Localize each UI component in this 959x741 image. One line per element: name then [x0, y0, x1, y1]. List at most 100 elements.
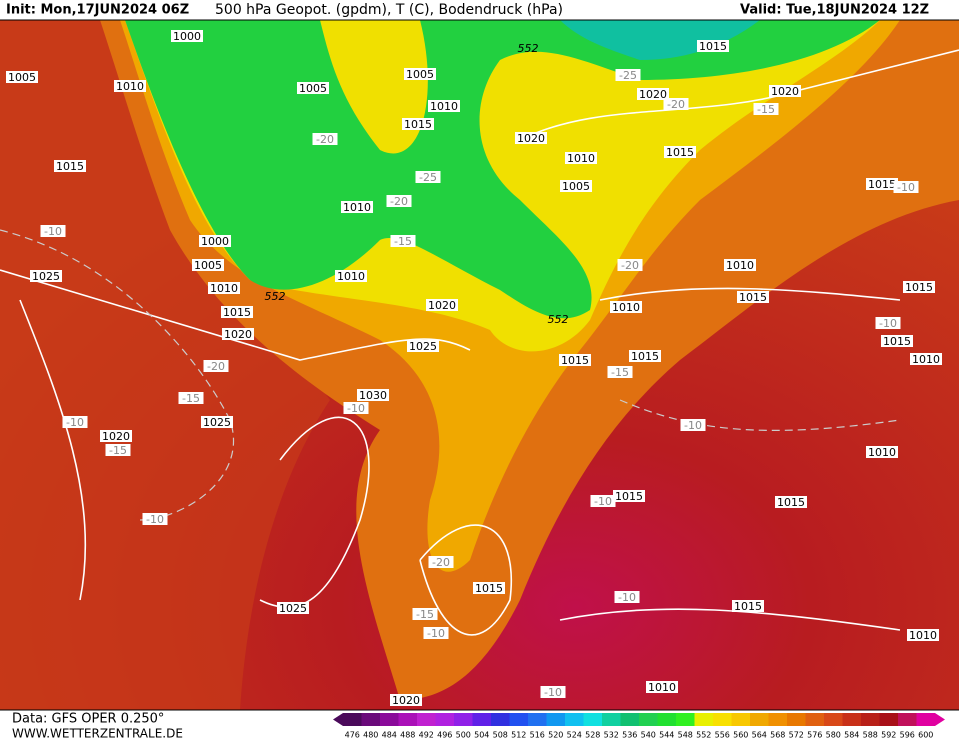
scale-swatch — [491, 713, 510, 726]
scale-label: 552 — [696, 731, 711, 740]
isobar-label-box — [775, 496, 807, 508]
isobar-label: 1005 — [562, 180, 590, 193]
isotherm-label-box — [753, 103, 779, 115]
chart-title: 500 hPa Geopot. (gpdm), T (C), Bodendruc… — [215, 2, 563, 18]
scale-swatch — [472, 713, 491, 726]
isotherm-label-box — [415, 171, 441, 183]
isobar-label: 1015 — [666, 146, 694, 159]
isobar-label-box — [559, 354, 591, 366]
isobar-label-box — [221, 306, 253, 318]
scale-swatch — [824, 713, 843, 726]
isobar-label: 1015 — [561, 354, 589, 367]
scale-label: 480 — [363, 731, 378, 740]
isobar-label-box — [560, 180, 592, 192]
cyan-area — [560, 20, 760, 60]
isotherm-label-box — [105, 444, 131, 456]
isotherm-label: -10 — [427, 627, 445, 640]
scale-label: 584 — [844, 731, 859, 740]
isotherm-label: -10 — [146, 513, 164, 526]
scale-label: 568 — [770, 731, 785, 740]
isotherm-label-box — [412, 608, 438, 620]
isobar-label-box — [737, 291, 769, 303]
scale-label: 532 — [604, 731, 619, 740]
isotherm-label: -10 — [879, 317, 897, 330]
scale-arrow-left — [333, 713, 343, 726]
scale-swatch — [750, 713, 769, 726]
isotherm-label-box — [142, 513, 168, 525]
scale-label: 548 — [678, 731, 693, 740]
isotherm-label: -15 — [182, 392, 200, 405]
scale-swatch — [620, 713, 639, 726]
scale-swatch — [546, 713, 565, 726]
isotherm-label: -25 — [419, 171, 437, 184]
isobar-label-box — [428, 100, 460, 112]
scale-label: 536 — [622, 731, 637, 740]
scale-label: 504 — [474, 731, 489, 740]
isobar-label-box — [910, 353, 942, 365]
isobar-label-box — [201, 416, 233, 428]
isotherm-label-box — [178, 392, 204, 404]
isobar-label: 1020 — [639, 88, 667, 101]
isobar-label: 1020 — [517, 132, 545, 145]
isobar-label: 1010 — [430, 100, 458, 113]
isobar-label-box — [407, 340, 439, 352]
scale-label: 596 — [900, 731, 915, 740]
isobar-label-box — [222, 328, 254, 340]
isotherm-label: -20 — [390, 195, 408, 208]
geopotential-label: 552 — [518, 42, 539, 55]
scale-swatch — [805, 713, 824, 726]
scale-label: 508 — [493, 731, 508, 740]
isobar-label: 1015 — [868, 178, 896, 191]
scale-swatch — [380, 713, 399, 726]
isobar-label-box — [335, 270, 367, 282]
isotherm-label: -20 — [432, 556, 450, 569]
isobar-label: 1015 — [734, 600, 762, 613]
isobar-label: 1015 — [475, 582, 503, 595]
scale-swatch — [565, 713, 584, 726]
scale-swatch — [842, 713, 861, 726]
isobar-label: 1010 — [648, 681, 676, 694]
isobar-label-box — [277, 602, 309, 614]
isobar-label-box — [664, 146, 696, 158]
isotherm-label-box — [615, 69, 641, 81]
isotherm-label: -10 — [44, 225, 62, 238]
scale-swatch — [583, 713, 602, 726]
isotherm-label: -15 — [757, 103, 775, 116]
scale-label: 572 — [789, 731, 804, 740]
isobar-label: 1015 — [223, 306, 251, 319]
scale-label: 544 — [659, 731, 674, 740]
isobar-label: 1015 — [615, 490, 643, 503]
scale-arrow-right — [935, 713, 945, 726]
isotherm-label: -20 — [621, 259, 639, 272]
scale-label: 512 — [511, 731, 526, 740]
isobar-label: 1015 — [56, 160, 84, 173]
scale-label: 500 — [456, 731, 471, 740]
scale-label: 564 — [752, 731, 767, 740]
isobar-label-box — [473, 582, 505, 594]
isotherm-label-box — [62, 416, 88, 428]
scale-swatch — [361, 713, 380, 726]
scale-swatch — [861, 713, 880, 726]
isotherm-label-box — [203, 360, 229, 372]
scale-label: 592 — [881, 731, 896, 740]
isobar-label-box — [697, 40, 729, 52]
scale-label: 528 — [585, 731, 600, 740]
isotherm-label-box — [428, 556, 454, 568]
scale-swatch — [916, 713, 935, 726]
isobar-label: 1015 — [699, 40, 727, 53]
isobar-label: 1025 — [409, 340, 437, 353]
isotherm-label-box — [40, 225, 66, 237]
scale-swatch — [435, 713, 454, 726]
scale-label: 556 — [715, 731, 730, 740]
isobar-label-box — [903, 281, 935, 293]
isobar-label-box — [907, 629, 939, 641]
isobar-label: 1015 — [739, 291, 767, 304]
isotherm-label-box — [343, 402, 369, 414]
isotherm-label: -10 — [684, 419, 702, 432]
isobar-label-box — [114, 80, 146, 92]
isobar-label: 1020 — [392, 694, 420, 707]
isobar-label: 1005 — [8, 71, 36, 84]
data-source: Data: GFS OPER 0.250° — [12, 712, 164, 727]
isobar-label-box — [881, 335, 913, 347]
